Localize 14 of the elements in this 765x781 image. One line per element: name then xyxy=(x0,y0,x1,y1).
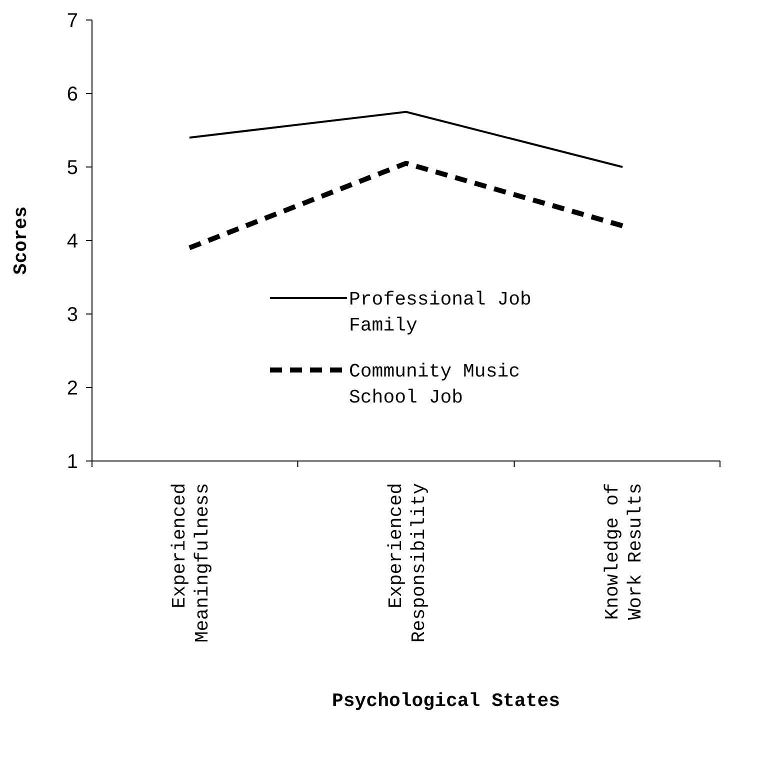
y-tick-label: 4 xyxy=(66,230,78,252)
y-tick-label: 3 xyxy=(66,304,78,326)
x-axis-title: Psychological States xyxy=(332,690,560,712)
x-tick-label: Experienced Meaningfulness xyxy=(168,483,214,643)
y-tick-label: 7 xyxy=(66,10,78,32)
y-tick-label: 5 xyxy=(66,157,78,179)
y-axis-title: Scores xyxy=(10,206,32,275)
x-tick-label: Experienced Responsibility xyxy=(385,483,430,643)
x-tick-label: Knowledge of Work Results xyxy=(602,483,647,620)
y-tick-label: 1 xyxy=(66,451,78,473)
y-tick-label: 6 xyxy=(66,84,78,106)
y-tick-label: 2 xyxy=(66,378,78,400)
legend-label: Professional Job Family xyxy=(349,288,532,337)
legend-label: Community Music School Job xyxy=(349,360,520,409)
